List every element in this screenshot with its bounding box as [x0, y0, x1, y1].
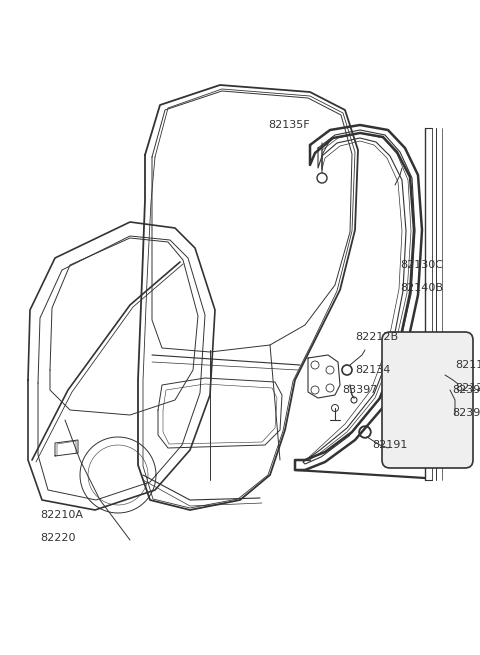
Text: 82210A: 82210A: [40, 510, 83, 520]
Text: 82191: 82191: [372, 440, 408, 450]
FancyBboxPatch shape: [382, 332, 473, 468]
Text: 82220: 82220: [40, 533, 75, 543]
Text: 82140B: 82140B: [400, 283, 443, 293]
Text: 82391: 82391: [452, 385, 480, 395]
Text: 82392: 82392: [452, 408, 480, 418]
Text: 82135F: 82135F: [268, 120, 310, 130]
Circle shape: [342, 365, 352, 375]
Text: 82120B: 82120B: [455, 383, 480, 393]
Text: 82110B: 82110B: [455, 360, 480, 370]
Text: 82134: 82134: [355, 365, 390, 375]
Circle shape: [317, 173, 327, 183]
Text: 82130C: 82130C: [400, 260, 443, 270]
Text: 82212B: 82212B: [355, 332, 398, 342]
Text: 83397: 83397: [342, 385, 377, 395]
